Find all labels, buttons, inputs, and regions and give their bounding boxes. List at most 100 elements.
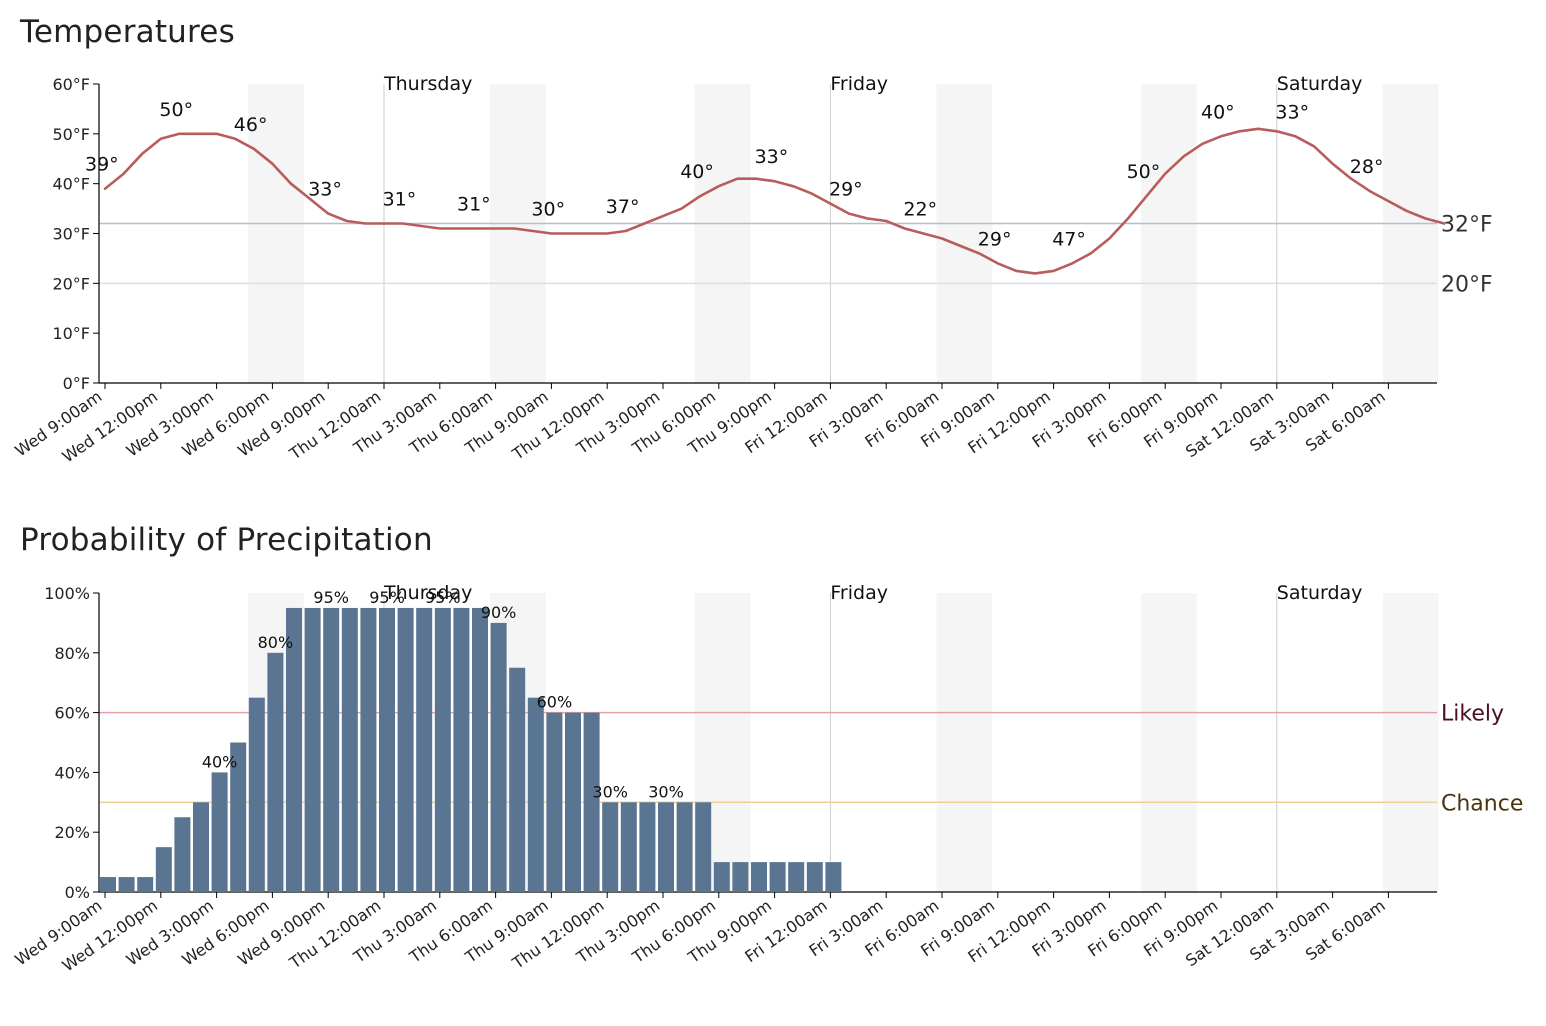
temperature-label: 37° — [606, 196, 640, 218]
temperature-label: 40° — [1201, 101, 1235, 123]
precip-bar — [658, 802, 674, 892]
precip-label: 30% — [592, 782, 628, 801]
temperature-label: 29° — [978, 228, 1012, 250]
temperature-label: 29° — [829, 179, 863, 201]
precip-bar — [620, 802, 637, 892]
temperature-label: 39° — [85, 154, 119, 176]
temperature-label: 28° — [1350, 156, 1384, 178]
night-band — [248, 84, 305, 383]
precip-bar — [695, 802, 712, 892]
day-label: Friday — [830, 73, 888, 95]
precip-bar — [713, 862, 730, 892]
temperature-label: 22° — [903, 199, 937, 221]
reference-line-label: 32°F — [1441, 213, 1493, 238]
precip-label: 95% — [425, 588, 461, 607]
night-band — [490, 84, 546, 383]
night-band — [1141, 593, 1197, 892]
precip-bar — [341, 607, 358, 892]
precip-bar — [360, 607, 377, 892]
precip-bar — [490, 622, 507, 892]
temperature-label: 33° — [755, 146, 789, 168]
night-band — [1382, 84, 1439, 383]
precip-bar — [434, 607, 451, 892]
night-band — [694, 84, 751, 383]
temperature-label: 50° — [1127, 161, 1161, 183]
y-tick-label: 80% — [54, 644, 90, 663]
precip-bar — [286, 607, 302, 892]
precip-bar — [583, 712, 600, 892]
precip-bar — [416, 607, 433, 892]
y-tick-label: 0°F — [63, 374, 90, 393]
temperatures-title: Temperatures — [20, 14, 235, 50]
precip-bar — [527, 697, 544, 892]
precip-bar — [304, 607, 321, 892]
precip-label: 95% — [369, 588, 405, 607]
precip-bar — [118, 877, 135, 892]
precip-bar — [397, 607, 414, 892]
temperature-line — [103, 127, 1446, 275]
precip-bar — [509, 667, 526, 892]
precip-label: 60% — [537, 693, 573, 712]
precip-bar — [788, 862, 805, 892]
temperature-label: 30° — [531, 199, 565, 221]
y-tick-label: 20% — [54, 823, 90, 842]
y-tick-label: 60% — [54, 704, 90, 723]
precipitation-title: Probability of Precipitation — [20, 522, 433, 558]
y-tick-label: 10°F — [52, 324, 90, 343]
precip-label: 95% — [313, 588, 349, 607]
precip-label: 90% — [481, 603, 517, 622]
reference-line-label: 20°F — [1441, 272, 1493, 297]
day-label: Saturday — [1277, 73, 1363, 95]
precip-bar — [267, 652, 284, 892]
precip-bar — [248, 697, 265, 892]
day-label: Thursday — [383, 73, 472, 95]
precip-bar — [639, 802, 656, 892]
temperature-label: 47° — [1052, 228, 1086, 250]
precip-bar — [565, 712, 581, 892]
precip-bar — [211, 772, 228, 892]
precip-bar — [769, 862, 786, 892]
day-label: Saturday — [1277, 582, 1363, 604]
day-label: Thursday — [383, 582, 472, 604]
night-band — [1141, 84, 1197, 383]
precip-bar — [825, 862, 842, 892]
precip-label: 80% — [258, 633, 294, 652]
precip-bar — [379, 607, 395, 892]
precip-bar — [676, 802, 693, 892]
temperature-label: 50° — [159, 99, 193, 121]
reference-line-label: Likely — [1441, 702, 1504, 727]
temperature-label: 31° — [457, 194, 491, 216]
precip-bar — [230, 742, 247, 892]
precip-bar — [193, 802, 209, 892]
y-tick-label: 100% — [44, 584, 90, 603]
night-band — [936, 593, 993, 892]
y-tick-label: 50°F — [52, 125, 90, 144]
temperature-chart: Thursday Friday Saturday 32°F 20°F 0°F 10°F 20°… — [11, 73, 1493, 466]
y-tick-label: 30°F — [52, 225, 90, 244]
precip-bar — [323, 607, 340, 892]
x-tick-label: Wed 12:00pm — [59, 896, 162, 976]
precip-bar — [751, 862, 767, 892]
precip-bar — [155, 847, 172, 892]
night-band — [936, 84, 993, 383]
y-tick-label: 40% — [54, 763, 90, 782]
temperature-label: 46° — [234, 114, 268, 136]
temperature-label: 40° — [680, 161, 714, 183]
precip-bar — [137, 877, 154, 892]
precip-bar — [806, 862, 823, 892]
y-tick-label: 40°F — [52, 175, 90, 194]
precip-bar — [453, 607, 470, 892]
y-tick-label: 60°F — [52, 75, 90, 94]
precip-bar — [602, 802, 619, 892]
precip-label: 30% — [648, 782, 684, 801]
precip-bar — [732, 862, 749, 892]
y-tick-label: 20°F — [52, 274, 90, 293]
temperature-label: 31° — [383, 189, 417, 211]
precip-bar — [174, 817, 191, 892]
precip-bar — [100, 877, 116, 892]
reference-line-label: Chance — [1441, 791, 1523, 816]
precip-bar — [472, 607, 488, 892]
precip-label: 40% — [202, 752, 238, 771]
day-label: Friday — [830, 582, 888, 604]
